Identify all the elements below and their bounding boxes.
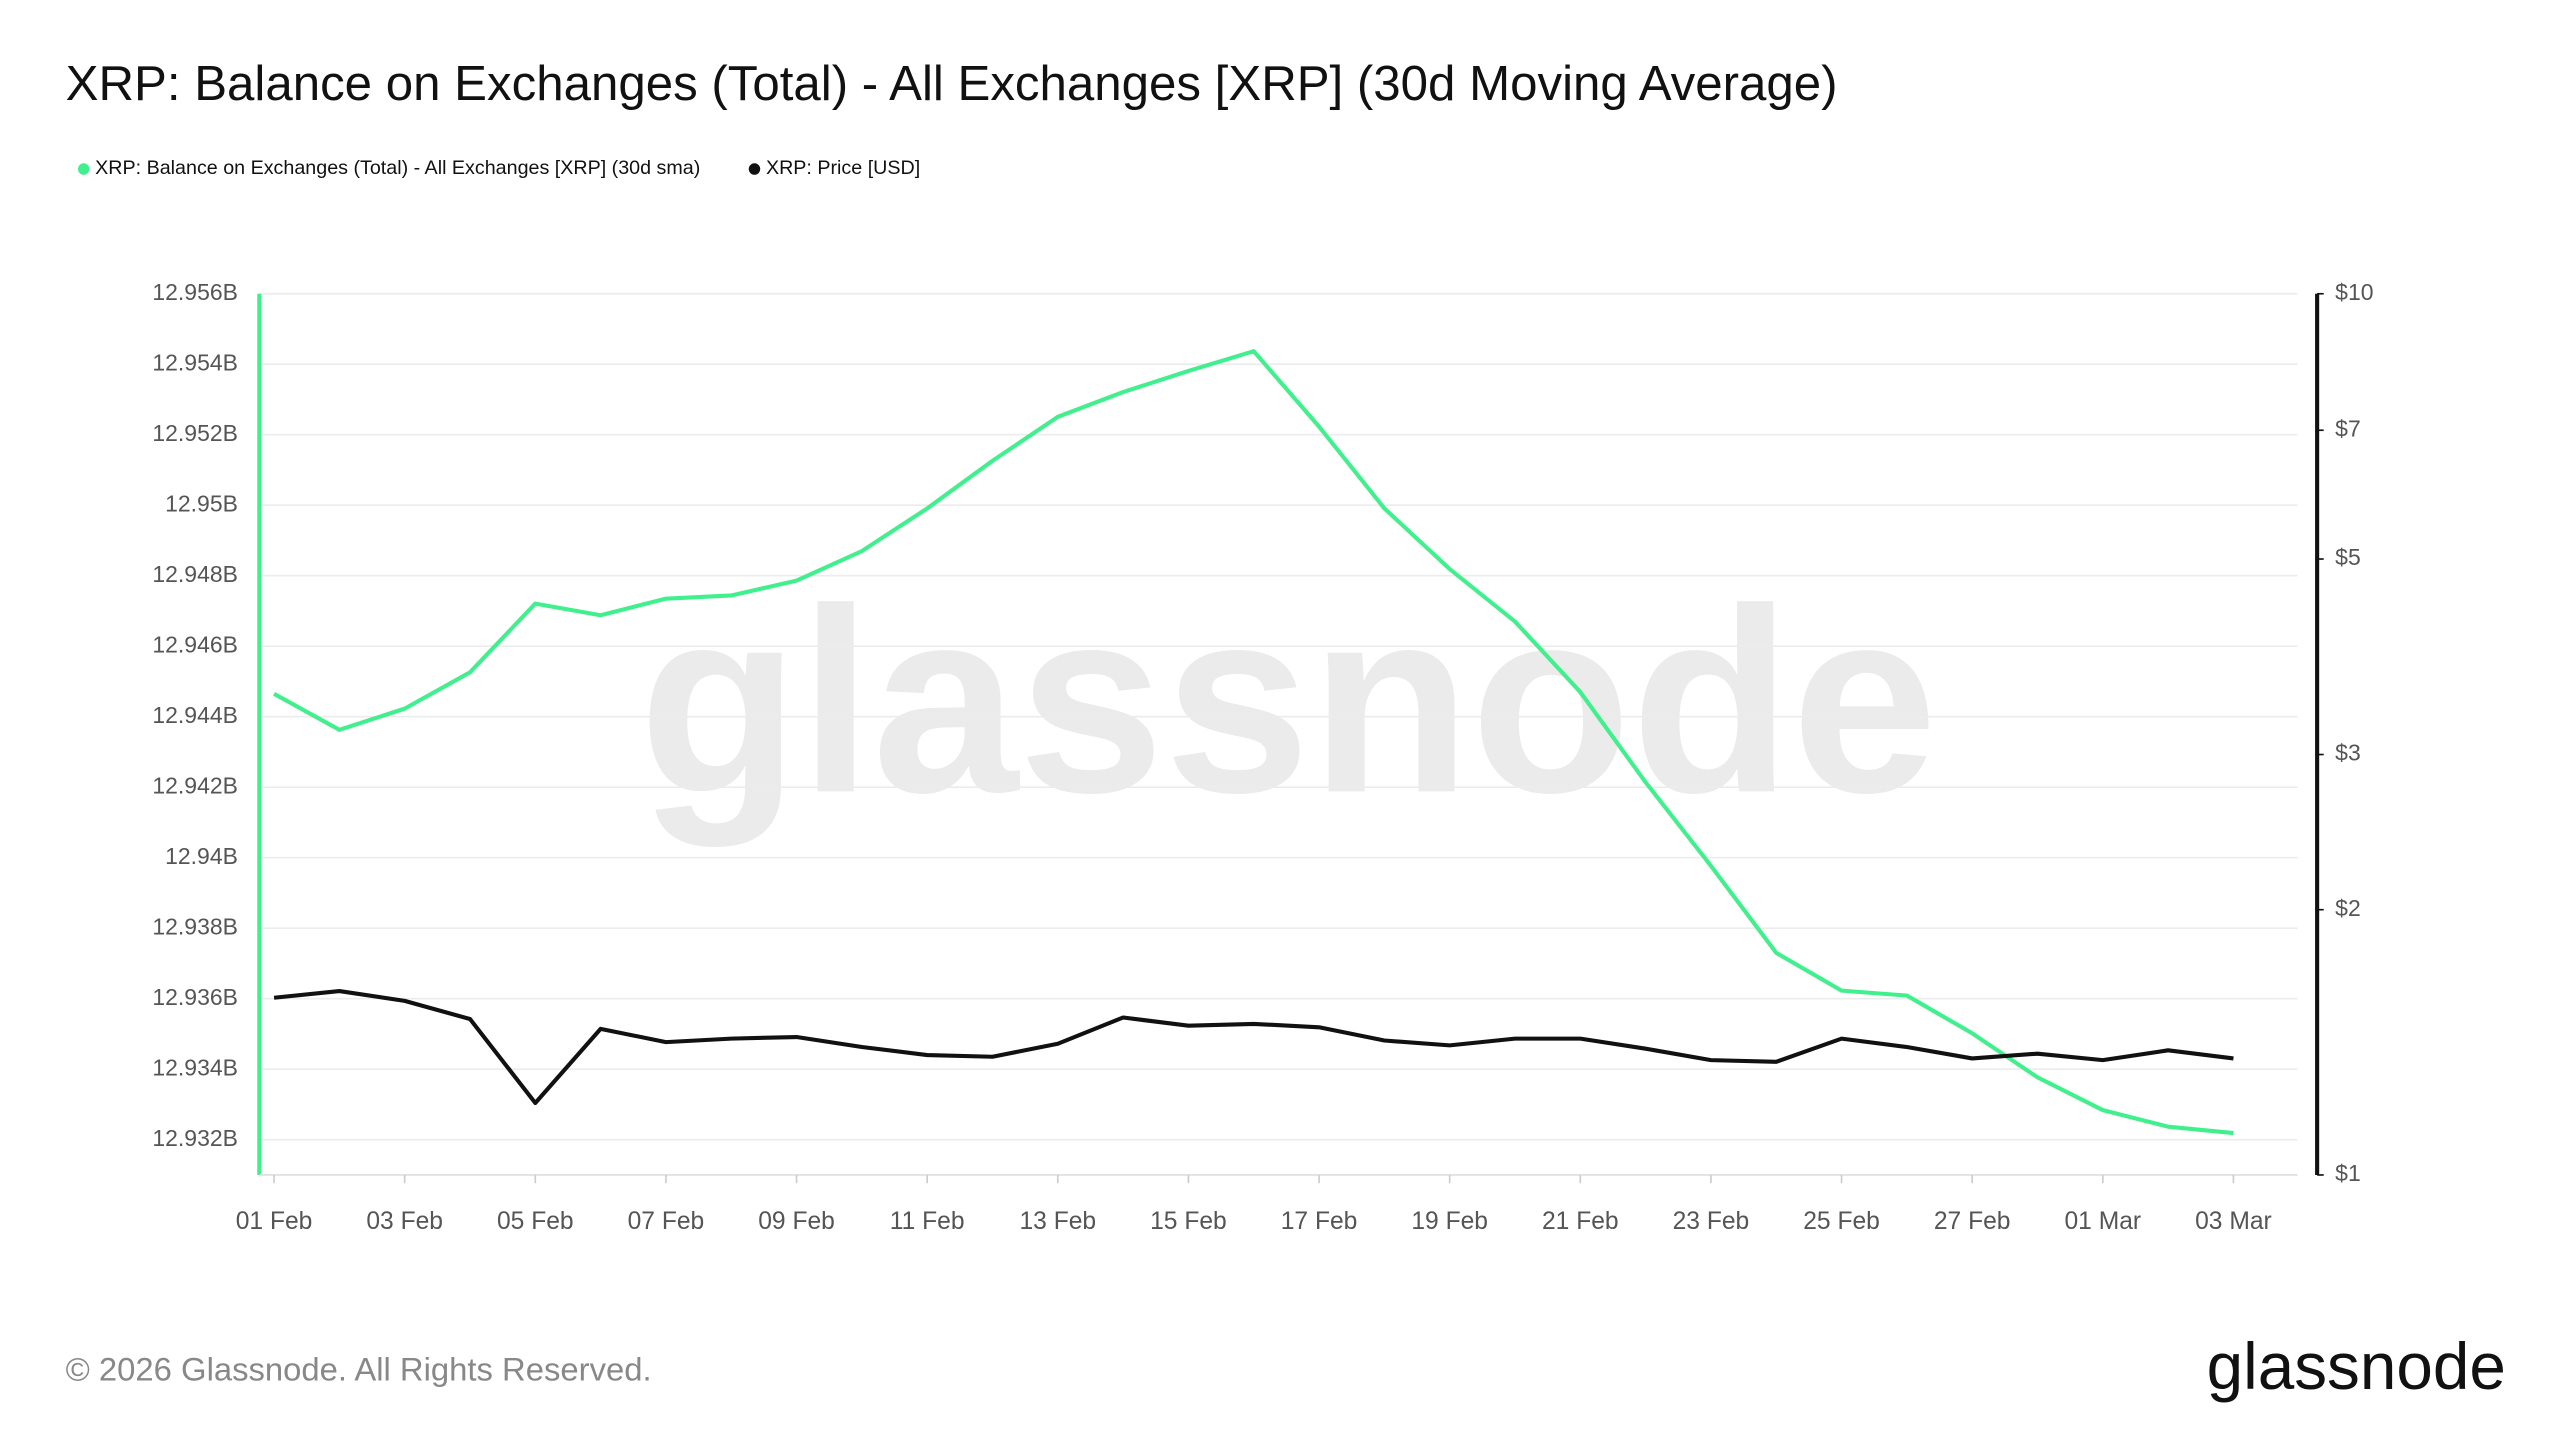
y-tick-label: 12.942B: [152, 772, 238, 798]
y2-tick-label: $1: [2335, 1160, 2361, 1186]
y-tick-label: 12.94B: [165, 843, 238, 869]
x-tick-label: 01 Feb: [236, 1208, 313, 1235]
x-tick-label: 03 Mar: [2195, 1208, 2272, 1235]
y2-tick-label: $7: [2335, 415, 2361, 441]
y-tick-label: 12.932B: [152, 1125, 238, 1151]
y2-tick-label: $10: [2335, 279, 2373, 305]
y-tick-label: 12.956B: [152, 279, 238, 305]
y-tick-label: 12.934B: [152, 1054, 238, 1080]
x-tick-label: 07 Feb: [628, 1208, 705, 1235]
y-tick-label: 12.948B: [152, 561, 238, 587]
data-line: [273, 349, 2234, 1136]
x-tick-label: 19 Feb: [1411, 1208, 1488, 1235]
legend-label: XRP: Price [USD]: [766, 157, 920, 179]
y-tick-label: 12.936B: [152, 984, 238, 1010]
y2-tick-label: $5: [2335, 544, 2361, 570]
watermark: glassnode: [639, 553, 1938, 848]
legend-marker: [748, 163, 761, 175]
x-tick-label: 21 Feb: [1542, 1208, 1619, 1235]
y-tick-label: 12.95B: [165, 490, 238, 516]
x-tick-label: 01 Mar: [2065, 1208, 2142, 1235]
x-tick-label: 09 Feb: [758, 1208, 835, 1235]
x-tick-label: 05 Feb: [497, 1208, 574, 1235]
y-tick-label: 12.952B: [152, 420, 238, 446]
x-tick-label: 17 Feb: [1281, 1208, 1358, 1235]
legend-label: XRP: Balance on Exchanges (Total) - All …: [95, 157, 700, 179]
x-tick-label: 25 Feb: [1803, 1208, 1880, 1235]
y-tick-label: 12.944B: [152, 702, 238, 728]
x-tick-label: 15 Feb: [1150, 1208, 1227, 1235]
x-tick-label: 03 Feb: [366, 1208, 443, 1235]
y-tick-label: 12.938B: [152, 913, 238, 939]
data-line: [273, 988, 2234, 1106]
y-tick-label: 12.954B: [152, 349, 238, 375]
chart-title: XRP: Balance on Exchanges (Total) - All …: [66, 56, 1838, 111]
x-tick-label: 13 Feb: [1019, 1208, 1096, 1235]
logo: glassnode: [2207, 1330, 2506, 1403]
x-tick-label: 11 Feb: [890, 1208, 965, 1235]
y2-tick-label: $2: [2335, 895, 2361, 921]
x-tick-label: 23 Feb: [1673, 1208, 1750, 1235]
y2-tick-label: $3: [2335, 740, 2361, 766]
x-tick-label: 27 Feb: [1934, 1208, 2011, 1235]
copyright: © 2026 Glassnode. All Rights Reserved.: [66, 1351, 652, 1388]
legend-marker: [77, 163, 90, 175]
y-tick-label: 12.946B: [152, 631, 238, 657]
